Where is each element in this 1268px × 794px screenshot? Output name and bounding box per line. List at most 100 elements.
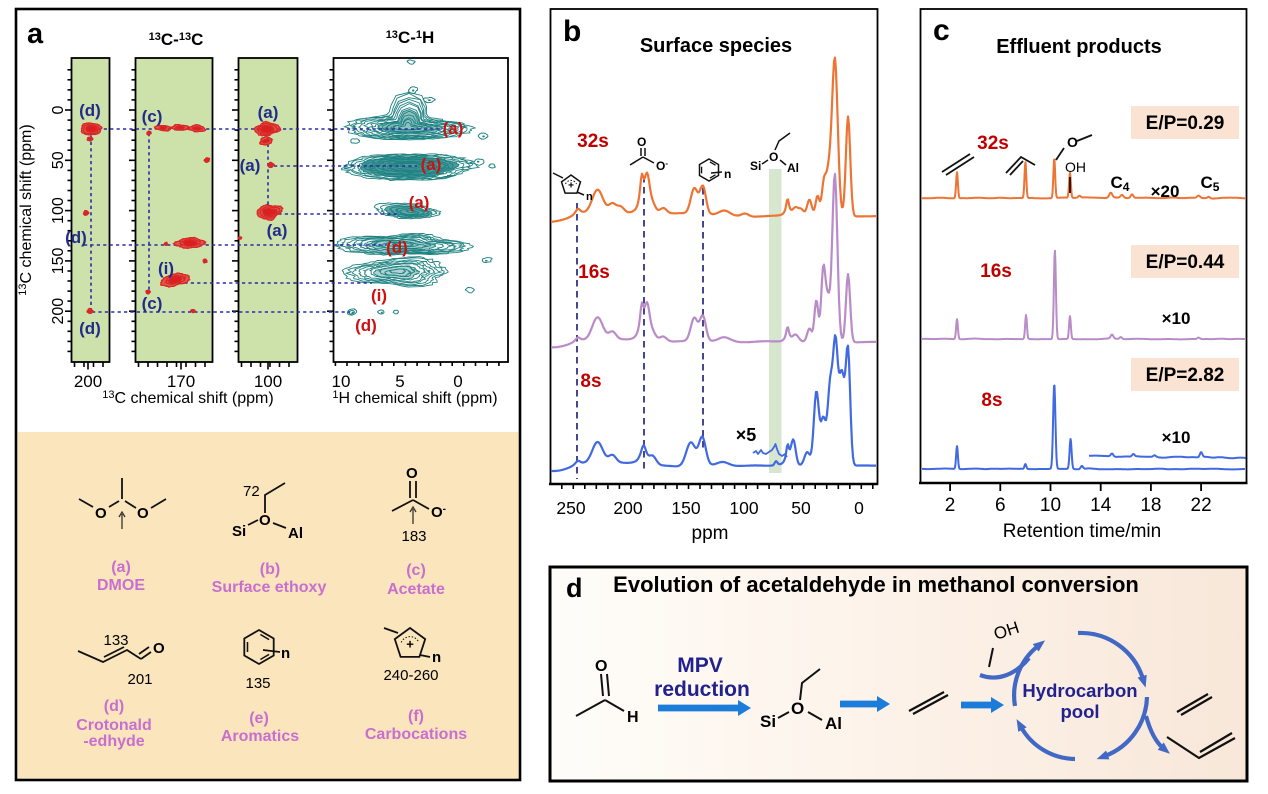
- svg-text:E/P=0.29: E/P=0.29: [1146, 113, 1225, 134]
- svg-text:135: 135: [245, 675, 270, 692]
- svg-text:50: 50: [791, 498, 811, 518]
- svg-text:O: O: [791, 699, 804, 718]
- svg-text:Effluent products: Effluent products: [996, 36, 1162, 58]
- svg-text:10: 10: [1040, 495, 1061, 516]
- svg-text:10: 10: [332, 372, 351, 391]
- svg-text:O-: O-: [431, 504, 446, 521]
- svg-text:(e): (e): [249, 710, 269, 727]
- svg-text:(d): (d): [65, 228, 87, 247]
- svg-text:c: c: [933, 14, 950, 47]
- svg-text:(d): (d): [104, 698, 124, 715]
- svg-text:2: 2: [945, 495, 956, 516]
- svg-text:reduction: reduction: [654, 678, 750, 701]
- svg-text:(i): (i): [158, 259, 174, 278]
- svg-text:Carbocations: Carbocations: [365, 726, 467, 743]
- svg-text:(d): (d): [79, 101, 101, 120]
- svg-text:100: 100: [729, 498, 758, 518]
- svg-text:×10: ×10: [1162, 309, 1191, 328]
- svg-text:(a): (a): [421, 155, 442, 174]
- svg-text:Al: Al: [288, 525, 303, 542]
- svg-text:150: 150: [671, 498, 700, 518]
- svg-text:n: n: [586, 191, 593, 203]
- svg-text:200: 200: [74, 372, 102, 391]
- svg-text:32s: 32s: [977, 133, 1009, 154]
- svg-text:Surface species: Surface species: [640, 35, 792, 57]
- svg-text:Retention time/min: Retention time/min: [1003, 521, 1161, 542]
- svg-text:Acetate: Acetate: [387, 581, 445, 598]
- svg-text:Al: Al: [787, 161, 799, 175]
- svg-text:×5: ×5: [736, 425, 757, 445]
- svg-text:(a): (a): [111, 559, 131, 576]
- svg-text:(f): (f): [408, 708, 424, 725]
- svg-text:Surface ethoxy: Surface ethoxy: [212, 579, 327, 596]
- svg-text:O: O: [153, 640, 165, 657]
- svg-text:O: O: [595, 658, 607, 675]
- svg-text:n: n: [281, 645, 290, 662]
- svg-text:OH: OH: [1065, 159, 1086, 175]
- svg-text:(i): (i): [371, 286, 387, 305]
- svg-text:50: 50: [50, 151, 67, 169]
- svg-text:18: 18: [1140, 495, 1161, 516]
- svg-text:(d): (d): [79, 319, 101, 338]
- svg-text:Aromatics: Aromatics: [221, 728, 299, 745]
- svg-text:O: O: [95, 505, 107, 522]
- svg-text:O: O: [1067, 134, 1078, 150]
- svg-text:d: d: [566, 573, 583, 603]
- svg-text:8s: 8s: [981, 390, 1002, 411]
- svg-text:E/P=0.44: E/P=0.44: [1146, 252, 1225, 273]
- svg-text:+: +: [406, 637, 414, 652]
- svg-text:0: 0: [854, 498, 864, 518]
- svg-text:ppm: ppm: [692, 523, 729, 544]
- svg-text:0: 0: [453, 372, 462, 391]
- svg-text:72: 72: [243, 483, 260, 500]
- svg-text:(a): (a): [409, 193, 430, 212]
- svg-text:240-260: 240-260: [383, 667, 438, 684]
- svg-text:b: b: [563, 15, 581, 48]
- svg-text:Evolution of acetaldehyde in m: Evolution of acetaldehyde in methanol co…: [613, 572, 1139, 597]
- svg-text:(c): (c): [142, 294, 163, 313]
- svg-text:22: 22: [1191, 495, 1212, 516]
- svg-text:(a): (a): [258, 103, 279, 122]
- svg-text:Hydrocarbon: Hydrocarbon: [1022, 680, 1137, 701]
- svg-text:(c): (c): [406, 562, 426, 579]
- svg-text:O: O: [406, 465, 418, 482]
- svg-text:×20: ×20: [1151, 182, 1180, 201]
- svg-text:Si: Si: [232, 523, 246, 540]
- svg-text:13C-13C: 13C-13C: [149, 30, 204, 49]
- svg-text:-edhyde: -edhyde: [83, 733, 144, 750]
- svg-text:+: +: [568, 181, 574, 192]
- svg-text:O: O: [137, 505, 149, 522]
- svg-text:(c): (c): [142, 107, 163, 126]
- svg-text:200: 200: [50, 298, 67, 325]
- svg-text:(a): (a): [240, 156, 261, 175]
- svg-text:(a): (a): [267, 221, 288, 240]
- svg-text:E/P=2.82: E/P=2.82: [1146, 365, 1225, 386]
- svg-text:(d): (d): [355, 316, 377, 335]
- svg-text:a: a: [27, 18, 44, 50]
- svg-text:0: 0: [50, 105, 67, 114]
- svg-text:n: n: [724, 167, 731, 181]
- svg-text:×10: ×10: [1162, 428, 1191, 447]
- svg-text:14: 14: [1090, 495, 1112, 516]
- svg-text:5: 5: [395, 372, 404, 391]
- svg-text:201: 201: [127, 671, 152, 688]
- svg-text:16s: 16s: [980, 261, 1012, 282]
- svg-text:170: 170: [167, 372, 195, 391]
- svg-text:MPV: MPV: [677, 654, 723, 677]
- svg-text:(b): (b): [260, 561, 280, 578]
- svg-text:pool: pool: [1060, 701, 1099, 722]
- svg-text:n: n: [432, 649, 441, 666]
- svg-text:Crotonald: Crotonald: [76, 717, 152, 734]
- svg-text:(a): (a): [443, 119, 464, 138]
- svg-text:Si: Si: [760, 712, 776, 731]
- svg-text:O: O: [769, 150, 778, 164]
- svg-text:13C-1H: 13C-1H: [386, 28, 435, 47]
- svg-text:100: 100: [254, 372, 282, 391]
- svg-text:16s: 16s: [578, 262, 610, 283]
- svg-text:150: 150: [50, 247, 67, 274]
- svg-text:O: O: [259, 512, 271, 529]
- svg-text:13C chemical shift (ppm): 13C chemical shift (ppm): [17, 124, 35, 295]
- svg-text:(d): (d): [386, 238, 408, 257]
- svg-text:183: 183: [401, 528, 426, 545]
- svg-text:200: 200: [613, 498, 642, 518]
